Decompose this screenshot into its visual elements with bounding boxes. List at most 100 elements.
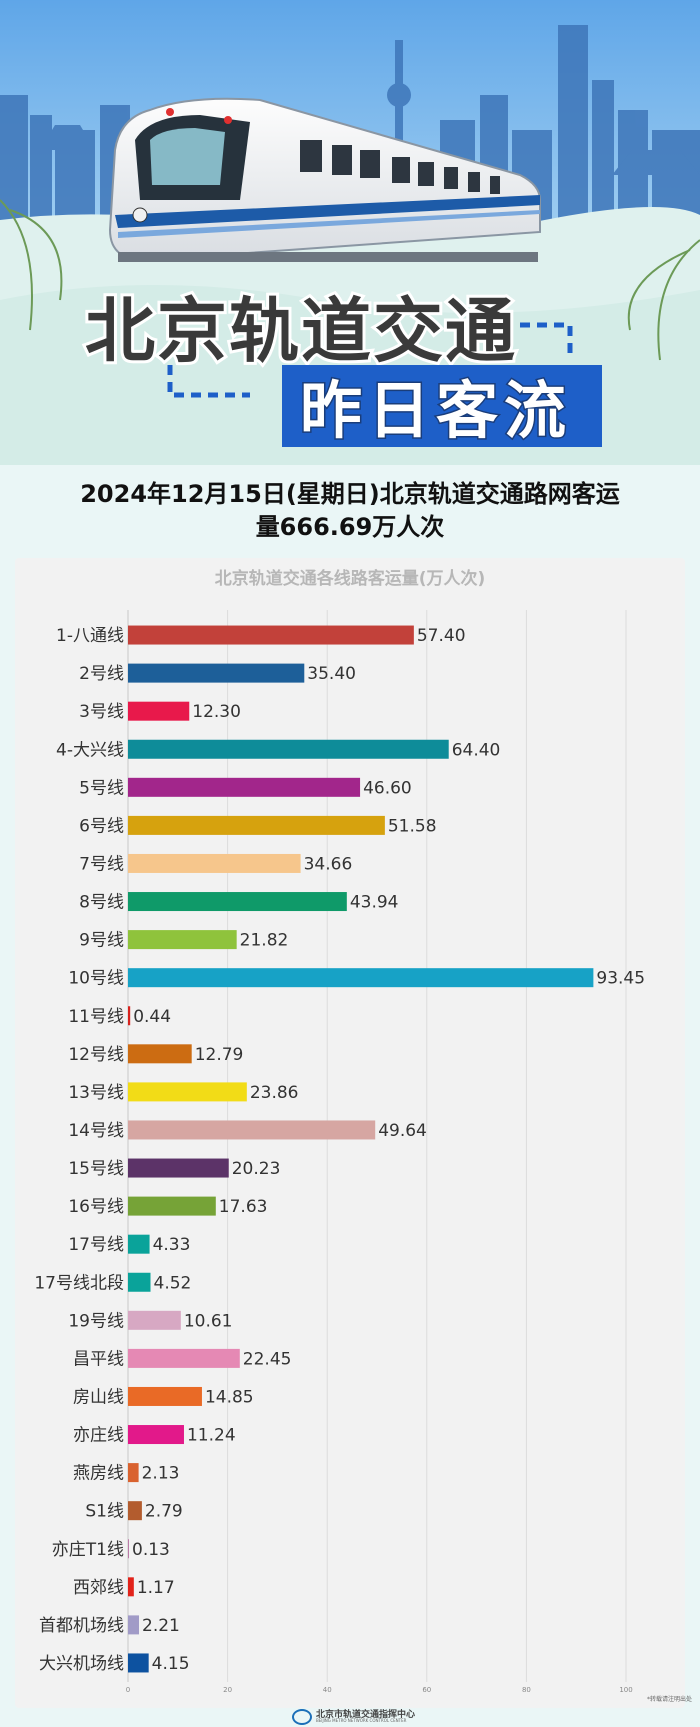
value-label: 49.64 bbox=[378, 1121, 427, 1141]
category-label: S1线 bbox=[85, 1502, 124, 1522]
bar bbox=[128, 1615, 140, 1635]
footer-org-en: BEIJING METRO NETWORK CONTROL CENTER bbox=[316, 1718, 407, 1723]
category-label: 大兴机场线 bbox=[39, 1654, 124, 1674]
bar bbox=[128, 739, 449, 759]
willow-right bbox=[627, 239, 700, 361]
bar bbox=[128, 1577, 134, 1597]
bar bbox=[128, 1348, 240, 1368]
value-label: 46.60 bbox=[363, 778, 412, 798]
category-label: 14号线 bbox=[68, 1121, 124, 1141]
x-tick-label: 80 bbox=[522, 1686, 531, 1694]
category-label: 15号线 bbox=[68, 1159, 124, 1179]
x-tick-label: 60 bbox=[422, 1686, 431, 1694]
category-label: 11号线 bbox=[68, 1007, 124, 1027]
value-label: 4.33 bbox=[153, 1235, 191, 1255]
willow-left bbox=[0, 199, 63, 331]
value-label: 1.17 bbox=[137, 1578, 175, 1598]
category-label: 10号线 bbox=[68, 969, 124, 989]
footer-note: *转载请注明出处 bbox=[646, 1696, 692, 1703]
value-label: 11.24 bbox=[187, 1426, 236, 1446]
value-label: 43.94 bbox=[350, 893, 399, 913]
value-label: 23.86 bbox=[250, 1083, 299, 1103]
bar bbox=[128, 892, 347, 912]
bar bbox=[128, 1120, 376, 1140]
category-label: 16号线 bbox=[68, 1197, 124, 1217]
bar bbox=[128, 625, 414, 645]
category-label: 亦庄线 bbox=[73, 1426, 124, 1446]
category-label: 6号线 bbox=[79, 816, 124, 836]
bar bbox=[128, 1158, 229, 1178]
category-label: 亦庄T1线 bbox=[52, 1540, 124, 1560]
value-label: 34.66 bbox=[304, 854, 353, 874]
x-tick-label: 100 bbox=[619, 1686, 632, 1694]
headline-line2: 量666.69万人次 bbox=[255, 513, 445, 541]
bar bbox=[128, 1463, 139, 1483]
value-label: 57.40 bbox=[417, 626, 466, 646]
bar bbox=[128, 1272, 151, 1292]
bar bbox=[128, 1006, 131, 1026]
value-label: 51.58 bbox=[388, 816, 437, 836]
metro-logo-icon bbox=[292, 1709, 312, 1725]
headline: 2024年12月15日(星期日)北京轨道交通路网客运 量666.69万人次 bbox=[40, 478, 660, 544]
banner-title-line2: 昨日客流 bbox=[300, 374, 572, 447]
value-label: 21.82 bbox=[240, 931, 289, 951]
category-label: 17号线北段 bbox=[34, 1273, 124, 1293]
x-tick-label: 40 bbox=[323, 1686, 332, 1694]
category-label: 9号线 bbox=[79, 931, 124, 951]
bar bbox=[128, 853, 301, 873]
bar bbox=[128, 930, 237, 950]
value-label: 0.44 bbox=[133, 1007, 171, 1027]
banner-subtitle-box bbox=[282, 365, 602, 447]
bar bbox=[128, 1501, 142, 1521]
value-label: 35.40 bbox=[307, 664, 356, 684]
category-label: 13号线 bbox=[68, 1083, 124, 1103]
value-label: 2.21 bbox=[142, 1616, 180, 1636]
bar bbox=[128, 1386, 202, 1406]
value-label: 22.45 bbox=[243, 1349, 292, 1369]
banner-title-line1: 北京轨道交通 bbox=[85, 290, 517, 372]
value-label: 17.63 bbox=[219, 1197, 268, 1217]
bar bbox=[128, 1196, 216, 1216]
value-label: 12.79 bbox=[195, 1045, 244, 1065]
value-label: 14.85 bbox=[205, 1387, 254, 1407]
bar bbox=[128, 1082, 247, 1102]
footer-org: 北京市轨道交通指挥中心 bbox=[316, 1710, 416, 1720]
x-tick-label: 20 bbox=[223, 1686, 232, 1694]
bar bbox=[128, 1653, 149, 1673]
category-label: 4-大兴线 bbox=[56, 740, 124, 760]
value-label: 93.45 bbox=[596, 969, 645, 989]
bar bbox=[128, 1234, 150, 1254]
value-label: 4.52 bbox=[154, 1273, 192, 1293]
value-label: 2.79 bbox=[145, 1502, 183, 1522]
category-label: 5号线 bbox=[79, 778, 124, 798]
bar bbox=[128, 968, 594, 988]
category-label: 2号线 bbox=[79, 664, 124, 684]
bar bbox=[128, 815, 385, 835]
bar bbox=[128, 1539, 129, 1559]
value-label: 64.40 bbox=[452, 740, 501, 760]
value-label: 10.61 bbox=[184, 1311, 233, 1331]
value-label: 20.23 bbox=[232, 1159, 281, 1179]
category-label: 首都机场线 bbox=[39, 1616, 124, 1636]
category-label: 燕房线 bbox=[73, 1464, 124, 1484]
category-label: 12号线 bbox=[68, 1045, 124, 1065]
chart-title: 北京轨道交通各线路客运量(万人次) bbox=[214, 569, 486, 589]
value-label: 0.13 bbox=[132, 1540, 170, 1560]
bar bbox=[128, 1044, 192, 1064]
banner-illustration: 北京轨道交通 昨日客流 bbox=[0, 0, 700, 465]
bar bbox=[128, 663, 305, 683]
category-label: 昌平线 bbox=[73, 1349, 124, 1369]
train-illustration bbox=[108, 97, 541, 262]
category-label: 7号线 bbox=[79, 854, 124, 874]
value-label: 12.30 bbox=[192, 702, 241, 722]
category-label: 1-八通线 bbox=[56, 626, 124, 646]
category-label: 8号线 bbox=[79, 893, 124, 913]
value-label: 4.15 bbox=[152, 1654, 190, 1674]
banner-dashes bbox=[167, 322, 573, 398]
category-label: 西郊线 bbox=[73, 1578, 124, 1598]
bar bbox=[128, 1310, 181, 1330]
headline-line1: 2024年12月15日(星期日)北京轨道交通路网客运 bbox=[80, 480, 620, 508]
value-label: 2.13 bbox=[142, 1464, 180, 1484]
category-label: 3号线 bbox=[79, 702, 124, 722]
